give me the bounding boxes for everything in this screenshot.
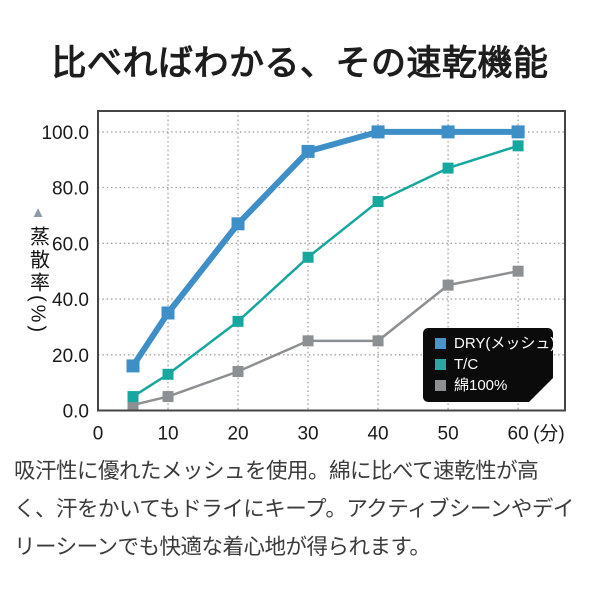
y-tick-label: 100.0 [41,123,89,144]
x-tick-label: 50 [438,424,459,445]
y-tick-label: 60.0 [52,234,89,255]
series-marker-0 [231,217,245,231]
x-axis-unit: (分) [533,423,565,445]
legend-item: T/C [435,357,547,372]
series-marker-0 [161,306,175,320]
series-marker-1 [162,368,174,380]
x-tick-label: 60 [508,424,529,445]
series-marker-2 [232,365,244,377]
series-marker-2 [127,399,139,411]
y-tick-label: 0.0 [63,402,89,423]
x-tick-label: 40 [367,424,388,445]
series-marker-1 [232,315,244,327]
description-text: 吸汗性に優れたメッシュを使用。綿に比べて速乾性が高 く、汗をかいてもドライにキー… [14,452,592,566]
y-tick-label: 20.0 [52,346,89,367]
x-tick-label: 10 [157,424,178,445]
series-marker-2 [512,265,524,277]
description-line: 吸汗性に優れたメッシュを使用。綿に比べて速乾性が高 [14,459,539,483]
legend-swatch-icon [435,380,446,391]
series-marker-2 [162,391,174,403]
series-marker-0 [511,125,525,139]
legend-swatch-icon [435,359,446,370]
x-tick-label: 30 [297,424,318,445]
legend-swatch-icon [435,338,446,349]
series-marker-0 [301,144,315,158]
y-axis-label: ▲ 蒸散率(%) [25,204,51,335]
series-marker-2 [302,335,314,347]
x-tick-label: 20 [227,424,248,445]
y-tick-label: 40.0 [52,290,89,311]
legend-label: T/C [454,356,479,373]
plot-border [97,110,566,412]
series-marker-2 [442,279,454,291]
series-marker-0 [441,125,455,139]
legend-item: DRY(メッシュ) [435,336,547,351]
description-line: リーシーンでも快適な着心地が得られます。 [14,535,431,559]
series-marker-1 [442,162,454,174]
legend-label: DRY(メッシュ) [454,335,556,352]
legend-item: 綿100% [435,378,547,393]
up-triangle-icon: ▲ [30,204,46,221]
x-tick-label: 0 [93,424,104,445]
series-marker-2 [372,335,384,347]
series-marker-1 [512,140,524,152]
y-tick-label: 80.0 [52,179,89,200]
series-marker-0 [371,125,385,139]
chart-legend: DRY(メッシュ) T/C 綿100% [423,328,553,402]
series-marker-1 [302,251,314,263]
legend-label: 綿100% [454,377,508,394]
series-marker-1 [127,391,139,403]
page-title: 比べればわかる、その速乾機能 [51,44,549,83]
quick-dry-line-chart: 0.0 20.0 40.0 60.0 80.0 100.0 0 10 20 30 40 50 60 (分) [41,110,566,445]
series-marker-0 [126,359,140,373]
description-line: く、汗をかいてもドライにキープ。アクティブシーンやデイ [14,497,574,521]
y-axis-label-text: 蒸散率(%) [26,226,49,336]
series-marker-1 [372,196,384,208]
